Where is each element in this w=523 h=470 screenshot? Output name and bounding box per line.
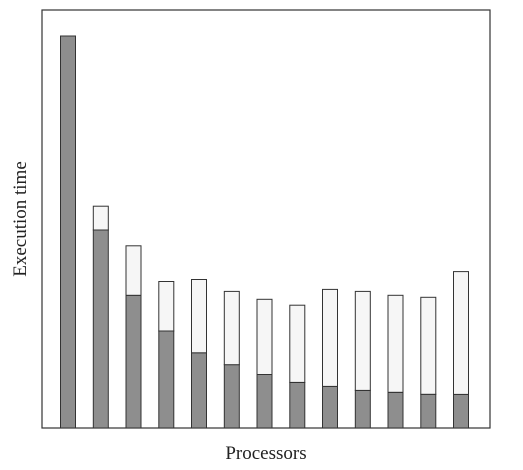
bar-4-segment-2 (158, 281, 175, 332)
bar-12-segment-1 (420, 393, 437, 429)
bar-10-segment-1 (354, 389, 371, 429)
bar-7-segment-2 (256, 298, 273, 375)
bar-3-segment-2 (125, 245, 142, 296)
bar-13-segment-2 (453, 271, 469, 395)
bar-11-segment-2 (387, 294, 404, 393)
bar-9-segment-2 (322, 288, 338, 387)
bar-11-segment-1 (387, 391, 404, 429)
bar-5-segment-2 (191, 279, 207, 354)
bar-6-segment-1 (223, 364, 240, 429)
bar-2-segment-1 (92, 229, 109, 429)
bars (60, 35, 469, 429)
bar-2-segment-2 (92, 205, 109, 231)
bar-12-segment-2 (420, 296, 437, 395)
bar-6-segment-2 (223, 290, 240, 366)
x-axis-label: Processors (225, 443, 306, 464)
bar-1-segment-1 (60, 35, 76, 429)
bar-9-segment-1 (322, 385, 338, 429)
bar-8-segment-2 (289, 304, 306, 383)
bar-10-segment-2 (354, 290, 371, 391)
bar-5-segment-1 (191, 352, 207, 429)
y-axis-label: Execution time (10, 161, 31, 277)
bar-8-segment-1 (289, 382, 306, 429)
bar-4-segment-1 (158, 330, 175, 429)
bar-7-segment-1 (256, 374, 273, 429)
bar-3-segment-1 (125, 294, 142, 429)
bar-13-segment-1 (453, 393, 469, 429)
